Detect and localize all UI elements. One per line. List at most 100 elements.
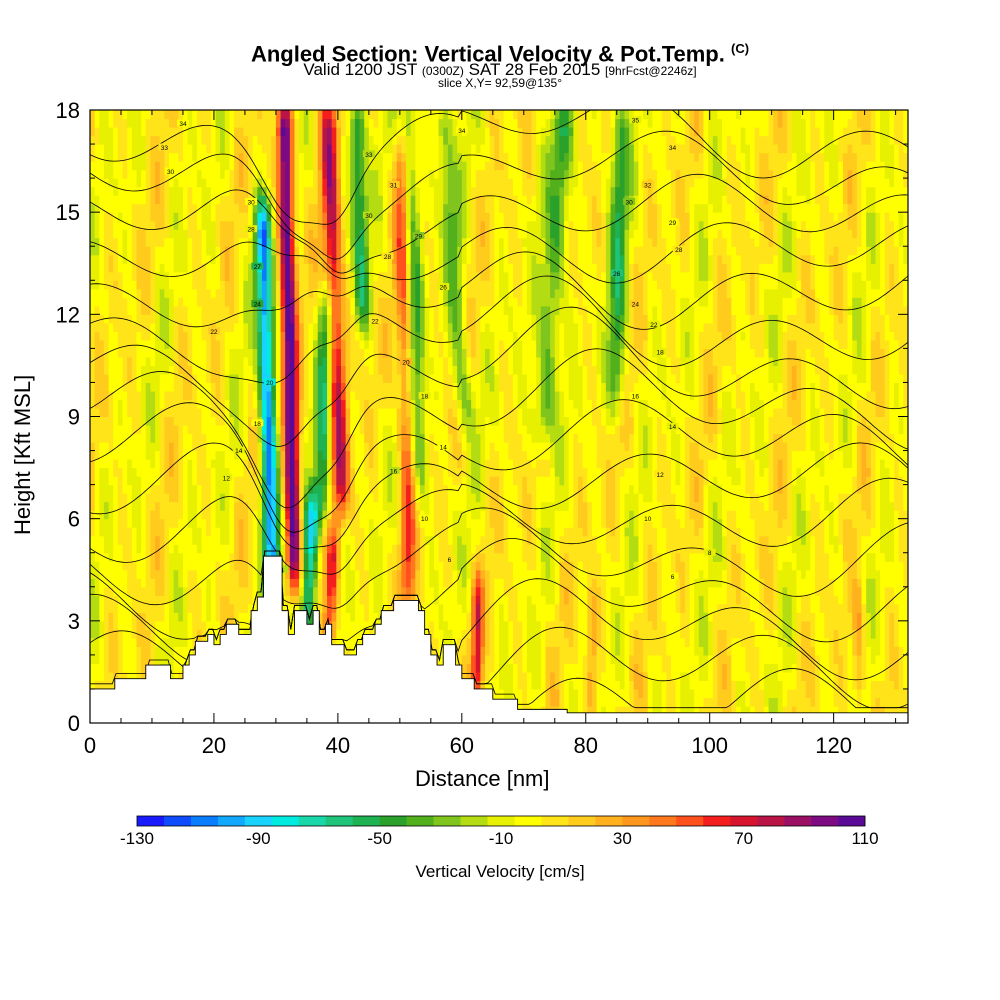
velocity-cell <box>257 229 263 239</box>
velocity-cell <box>275 118 282 128</box>
velocity-cell <box>187 220 193 230</box>
velocity-cell <box>364 229 370 239</box>
velocity-cell <box>187 450 193 460</box>
velocity-cell <box>94 118 100 128</box>
velocity-cell <box>131 339 138 349</box>
velocity-cell <box>224 544 231 554</box>
velocity-cell <box>373 586 379 596</box>
velocity-cell <box>285 271 291 281</box>
velocity-cell <box>396 169 402 179</box>
velocity-cell <box>322 314 328 324</box>
velocity-cell <box>187 493 193 503</box>
velocity-cell <box>187 416 193 426</box>
velocity-cell <box>117 348 124 358</box>
velocity-cell <box>108 595 114 605</box>
velocity-cell <box>289 263 296 273</box>
velocity-cell <box>317 288 323 298</box>
velocity-cell <box>280 314 286 324</box>
velocity-cell <box>229 348 235 358</box>
velocity-cell <box>113 186 119 196</box>
velocity-cell <box>387 578 393 588</box>
velocity-cell <box>215 195 221 205</box>
velocity-cell <box>294 144 300 154</box>
velocity-cell <box>359 110 365 120</box>
velocity-cell <box>401 212 407 222</box>
velocity-cell <box>206 407 212 418</box>
velocity-cell <box>285 382 291 392</box>
velocity-cell <box>303 237 310 247</box>
velocity-cell <box>327 390 333 401</box>
velocity-cell <box>164 476 170 486</box>
velocity-cell <box>159 127 165 137</box>
velocity-cell <box>331 595 337 605</box>
velocity-cell <box>248 229 254 239</box>
velocity-cell <box>169 382 175 392</box>
velocity-cell <box>401 476 407 486</box>
velocity-cell <box>289 373 296 384</box>
velocity-cell <box>299 178 305 188</box>
velocity-cell <box>224 425 231 435</box>
velocity-cell <box>248 280 254 290</box>
velocity-cell <box>182 612 189 622</box>
velocity-cell <box>396 365 402 375</box>
velocity-cell <box>103 390 110 401</box>
velocity-cell <box>117 127 124 137</box>
velocity-cell <box>108 459 114 469</box>
velocity-cell <box>159 161 165 171</box>
velocity-cell <box>248 212 254 222</box>
velocity-cell <box>243 578 249 588</box>
velocity-cell <box>224 569 231 579</box>
velocity-cell <box>336 152 342 162</box>
velocity-cell <box>252 442 258 452</box>
velocity-cell <box>378 484 384 494</box>
velocity-cell <box>266 229 272 239</box>
velocity-cell <box>173 459 179 469</box>
velocity-cell <box>201 373 207 384</box>
velocity-cell <box>192 603 198 613</box>
velocity-cell <box>108 288 114 298</box>
velocity-cell <box>387 127 393 137</box>
velocity-cell <box>364 459 370 469</box>
velocity-cell <box>243 510 249 520</box>
velocity-cell <box>173 527 179 537</box>
velocity-cell <box>308 348 314 358</box>
velocity-cell <box>317 152 323 162</box>
velocity-cell <box>122 407 128 418</box>
velocity-cell <box>271 297 277 307</box>
velocity-cell <box>131 569 138 579</box>
velocity-cell <box>220 220 226 230</box>
velocity-cell <box>141 493 147 503</box>
velocity-cell <box>220 552 226 562</box>
velocity-cell <box>331 407 337 418</box>
velocity-cell <box>94 356 100 367</box>
velocity-cell <box>224 535 231 545</box>
velocity-cell <box>99 459 105 469</box>
velocity-cell <box>113 510 119 520</box>
velocity-cell <box>150 569 156 579</box>
velocity-cell <box>322 416 328 426</box>
velocity-cell <box>280 433 286 443</box>
velocity-cell <box>266 212 272 222</box>
velocity-cell <box>299 501 305 511</box>
velocity-cell <box>248 484 254 494</box>
velocity-cell <box>159 586 165 596</box>
velocity-cell <box>359 161 365 171</box>
velocity-cell <box>406 416 412 426</box>
velocity-cell <box>178 442 184 452</box>
velocity-cell <box>373 510 379 520</box>
velocity-cell <box>206 561 212 571</box>
velocity-cell <box>336 195 342 205</box>
velocity-cell <box>127 254 133 264</box>
velocity-cell <box>387 459 393 469</box>
velocity-cell <box>280 246 286 256</box>
velocity-cell <box>396 348 402 358</box>
velocity-cell <box>294 237 300 247</box>
velocity-cell <box>90 680 96 690</box>
velocity-cell <box>220 501 226 511</box>
velocity-cell <box>243 442 249 452</box>
velocity-cell <box>261 220 268 230</box>
velocity-cell <box>145 144 152 154</box>
velocity-cell <box>117 246 124 256</box>
velocity-cell <box>206 552 212 562</box>
velocity-cell <box>224 382 231 392</box>
